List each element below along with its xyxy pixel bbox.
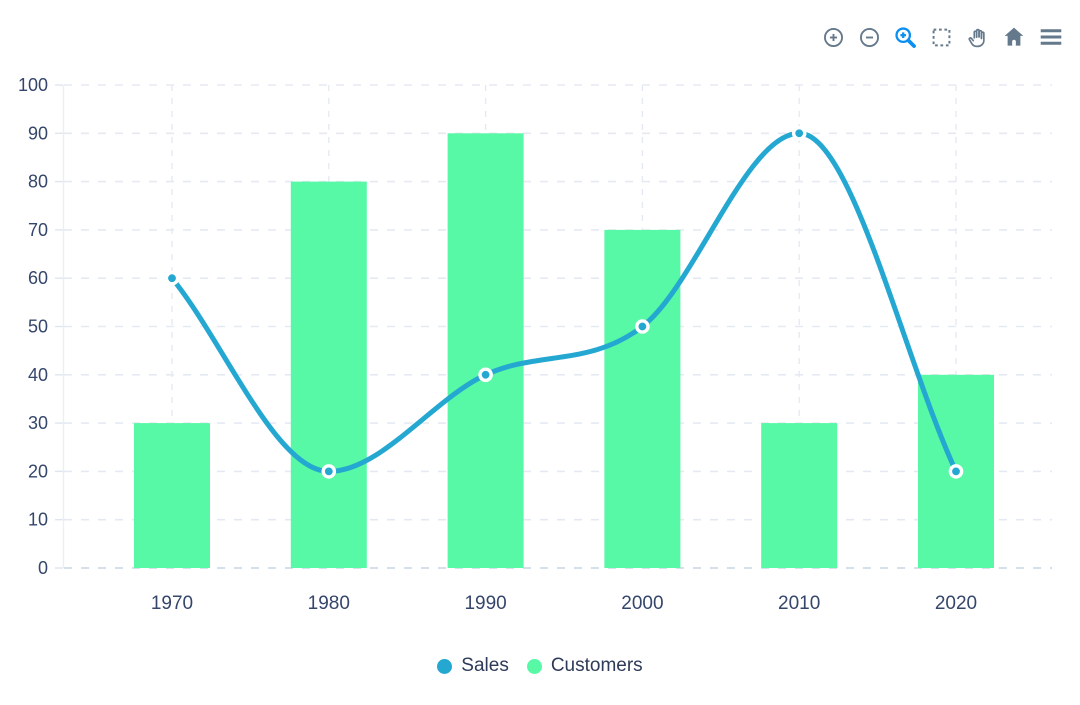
zoom-in-icon <box>824 27 843 47</box>
selection-zoom-button[interactable] <box>891 23 920 52</box>
sales-line <box>169 130 959 474</box>
x-tick-label-2010: 2010 <box>778 593 820 614</box>
y-tick-label: 20 <box>28 461 48 481</box>
selection-zoom-icon <box>895 26 916 48</box>
selection-button[interactable] <box>927 23 956 52</box>
marker-sales-1980[interactable] <box>321 464 337 479</box>
legend-marker-sales <box>437 658 453 674</box>
bar-customers-2010[interactable] <box>761 423 838 568</box>
marker-sales-1970[interactable] <box>164 270 180 286</box>
legend-label-sales: Sales <box>461 655 509 676</box>
x-tick-label-2000: 2000 <box>621 593 663 614</box>
combo-chart: 0 10 20 30 40 50 60 70 80 90 100 1970 1980 1990 2000 20… <box>18 75 1052 614</box>
menu-button[interactable] <box>1036 22 1066 52</box>
legend-marker-customers <box>526 658 542 674</box>
legend-item-customers[interactable]: Customers <box>526 655 643 677</box>
x-tick-label-1970: 1970 <box>151 593 193 614</box>
pan-icon <box>968 28 985 47</box>
marker-sales-2010[interactable] <box>791 126 807 141</box>
chart-legend: Sales Customers <box>0 655 1080 677</box>
zoom-out-icon <box>860 27 879 47</box>
x-tick-label-1990: 1990 <box>464 593 506 614</box>
y-gridlines <box>64 84 1052 569</box>
marker-sales-2000[interactable] <box>635 319 650 334</box>
selection-icon <box>932 28 951 46</box>
x-tick-label-1980: 1980 <box>308 593 350 614</box>
pan-button[interactable] <box>963 23 992 52</box>
y-tick-label: 100 <box>18 75 48 95</box>
legend-item-sales[interactable]: Sales <box>437 655 509 677</box>
y-axis-labels: 0 10 20 30 40 50 60 70 80 90 100 <box>18 75 48 578</box>
marker-sales-2020[interactable] <box>948 464 964 479</box>
x-tick-label-2020: 2020 <box>935 593 977 614</box>
sales-markers <box>164 126 964 479</box>
y-tick-label: 50 <box>28 317 48 337</box>
zoom-out-button[interactable] <box>855 23 884 52</box>
x-axis-labels: 1970 1980 1990 2000 2010 2020 <box>151 593 977 614</box>
bar-customers-1980[interactable] <box>290 181 367 568</box>
y-tick-label: 80 <box>28 172 48 192</box>
menu-icon <box>1040 29 1062 45</box>
chart-toolbar <box>819 22 1066 52</box>
bar-customers-2000[interactable] <box>604 229 681 568</box>
y-tick-label: 30 <box>28 413 48 433</box>
y-tick-label: 90 <box>28 123 48 143</box>
y-axis <box>55 84 65 569</box>
bar-customers-1990[interactable] <box>447 133 524 569</box>
y-tick-label: 40 <box>28 365 48 385</box>
bar-customers-1970[interactable] <box>134 423 210 568</box>
y-tick-label: 60 <box>28 268 48 288</box>
y-tick-label: 70 <box>28 220 48 240</box>
home-button[interactable] <box>999 22 1029 52</box>
bar-series-customers <box>134 133 994 569</box>
marker-sales-1990[interactable] <box>478 367 493 383</box>
home-icon <box>1004 27 1024 46</box>
y-tick-label: 10 <box>28 510 48 530</box>
legend-label-customers: Customers <box>550 655 643 676</box>
y-tick-label: 0 <box>38 558 48 578</box>
zoom-in-button[interactable] <box>819 23 848 52</box>
